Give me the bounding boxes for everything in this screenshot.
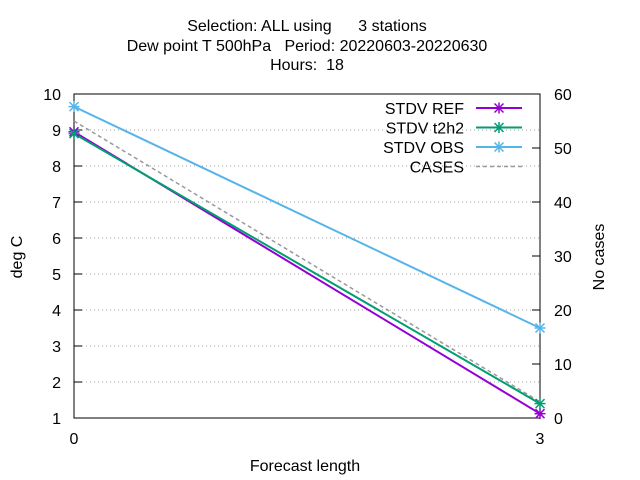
legend: STDV REF STDV t2h2 STDV OBS CASES <box>383 101 522 177</box>
legend-label-stdv-obs: STDV OBS <box>383 140 464 157</box>
chart-title-line-2: Dew point T 500hPa Period: 20220603-2022… <box>126 38 488 55</box>
y-axis-label: deg C <box>9 236 26 279</box>
point-stdv-obs-1 <box>534 322 546 334</box>
grid-lines <box>74 129 540 383</box>
y-tick-label-1: 1 <box>52 411 61 428</box>
series-line-stdv-t2h2 <box>73 132 541 405</box>
y2-axis-label: No cases <box>591 224 608 291</box>
y-tick-label-2: 2 <box>52 375 61 392</box>
series-layer <box>68 101 546 420</box>
plot-frame <box>73 93 541 419</box>
y-tick-label-9: 9 <box>52 123 61 140</box>
series-line-cases <box>73 120 541 403</box>
y2-tick-label-40: 40 <box>554 195 572 212</box>
y2-tick-label-10: 10 <box>554 357 572 374</box>
chart-title-line-3: Hours: 18 <box>270 57 344 74</box>
y-tick-label-3: 3 <box>52 339 61 356</box>
point-stdv-t2h2-0 <box>68 128 80 140</box>
x-tick-label-3: 3 <box>536 431 545 448</box>
y-tick-label-8: 8 <box>52 159 61 176</box>
legend-label-cases: CASES <box>410 160 464 177</box>
y2-tick-label-30: 30 <box>554 249 572 266</box>
y-tick-label-6: 6 <box>52 231 61 248</box>
y2-tick-label-0: 0 <box>554 411 563 428</box>
point-stdv-ref-1 <box>534 408 546 420</box>
y2-tick-label-60: 60 <box>554 87 572 104</box>
y-tick-label-7: 7 <box>52 195 61 212</box>
y-tick-label-10: 10 <box>43 87 61 104</box>
point-stdv-obs-0 <box>68 101 80 113</box>
legend-marker-stdv-ref <box>493 102 505 114</box>
y-tick-label-5: 5 <box>52 267 61 284</box>
chart-title-line-1: Selection: ALL using 3 stations <box>187 18 427 35</box>
x-axis-label: Forecast length <box>250 458 360 475</box>
series-line-stdv-obs <box>73 105 541 329</box>
legend-label-stdv-ref: STDV REF <box>385 101 464 118</box>
legend-label-stdv-t2h2: STDV t2h2 <box>386 121 464 138</box>
legend-marker-stdv-t2h2 <box>493 122 505 133</box>
point-stdv-t2h2-1 <box>534 398 546 410</box>
x-tick-label-0: 0 <box>70 431 79 448</box>
y2-tick-label-50: 50 <box>554 141 572 158</box>
legend-marker-stdv-obs <box>493 141 505 153</box>
y-tick-label-4: 4 <box>52 303 61 320</box>
y2-tick-label-20: 20 <box>554 303 572 320</box>
